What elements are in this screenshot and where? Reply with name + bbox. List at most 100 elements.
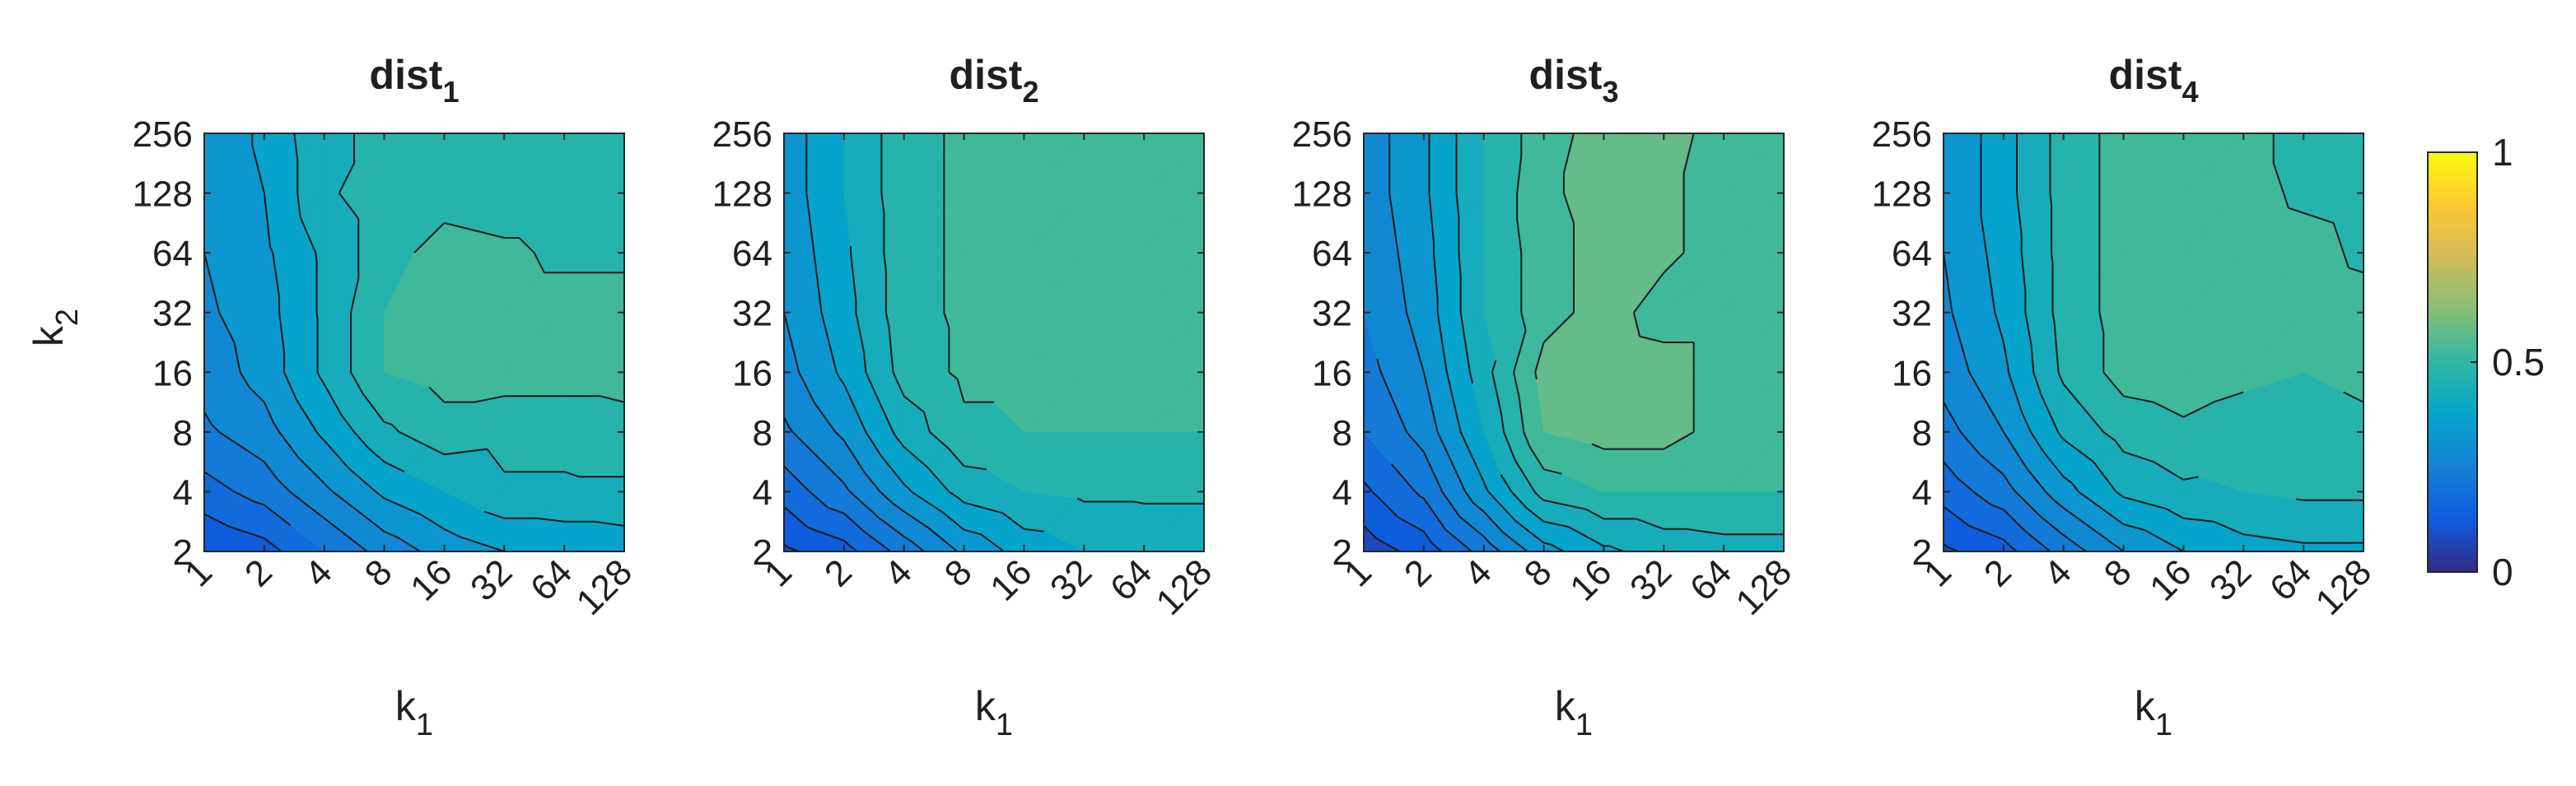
contour-line xyxy=(912,542,925,552)
contour-fill xyxy=(783,133,1205,552)
contour-line xyxy=(903,536,914,543)
contour-line xyxy=(813,402,837,433)
contour-line xyxy=(788,426,794,433)
contour-line xyxy=(892,502,905,513)
contour-line xyxy=(1523,431,1531,447)
contour-line xyxy=(315,312,319,319)
contour-line xyxy=(1443,351,1448,373)
contour-line xyxy=(964,465,987,471)
contour-line xyxy=(1379,371,1395,402)
x-tick-label: 16 xyxy=(982,551,1039,608)
y-tick-label: 16 xyxy=(732,353,772,393)
contour-line xyxy=(2166,508,2184,519)
contour-line xyxy=(1419,495,1425,500)
contour-line xyxy=(399,431,430,448)
contour-line xyxy=(1585,508,1604,520)
contour-line xyxy=(850,252,857,301)
contour-line xyxy=(323,440,349,469)
y-tick-label: 2 xyxy=(1332,533,1352,573)
contour-line xyxy=(271,543,282,552)
contour-line xyxy=(892,371,898,380)
axes-box xyxy=(1363,133,1785,552)
contour-line xyxy=(1953,421,1962,433)
contour-line xyxy=(1513,372,1520,398)
y-tick-label: 64 xyxy=(152,234,193,274)
colorbar-tick-label: 1 xyxy=(2492,131,2513,174)
contour-line xyxy=(203,412,212,426)
contour-line xyxy=(896,438,905,448)
contour-line xyxy=(1434,421,1439,433)
contour-line xyxy=(1398,516,1425,533)
contour-line xyxy=(956,379,965,402)
contour-line xyxy=(1534,342,1545,373)
contour-line xyxy=(264,504,292,527)
contour-lines xyxy=(203,133,625,552)
contour-line xyxy=(428,386,446,403)
contour-line xyxy=(1543,499,1587,510)
contour-line xyxy=(254,500,265,506)
contour-line xyxy=(273,422,280,433)
contour-line xyxy=(1458,253,1462,277)
y-tick-label: 32 xyxy=(1892,294,1932,334)
contour-line xyxy=(947,447,965,467)
contour-line xyxy=(2030,431,2045,453)
y-tick-label: 64 xyxy=(1312,234,1352,274)
contour-line xyxy=(2009,484,2017,493)
contour-line xyxy=(342,532,368,552)
contour-line xyxy=(468,228,505,239)
axes-box xyxy=(203,133,625,552)
contour-line xyxy=(847,487,851,493)
contour-line xyxy=(2062,384,2086,412)
contour-line xyxy=(1024,528,1044,533)
contour-line xyxy=(805,193,812,227)
contour-line xyxy=(2003,509,2026,532)
contour-line xyxy=(880,193,885,213)
contour-line xyxy=(380,495,385,500)
contour-line xyxy=(1001,512,1025,530)
x-tick-label: 2 xyxy=(237,551,280,594)
contour-line xyxy=(264,461,278,480)
contour-line xyxy=(1516,156,1523,193)
contour-line xyxy=(1562,193,1575,224)
contour-line xyxy=(1463,332,1471,373)
x-axis-label: k1 xyxy=(975,683,1013,742)
contour-line xyxy=(1968,524,2004,541)
contour-line xyxy=(2009,544,2018,552)
contour-line xyxy=(1550,543,1565,552)
contour-line xyxy=(319,435,325,441)
contour-line xyxy=(296,399,318,433)
contour-line xyxy=(2051,252,2054,264)
axes-box xyxy=(1943,133,2364,552)
contour-line xyxy=(855,312,866,353)
contour-band xyxy=(1083,491,1146,502)
contour-line xyxy=(245,449,265,463)
contour-line xyxy=(1414,491,1421,497)
contour-line xyxy=(218,312,236,343)
contour-line xyxy=(957,496,965,504)
contour-line xyxy=(2243,533,2259,537)
contour-line xyxy=(413,222,446,253)
y-tick-label: 4 xyxy=(1912,472,1932,513)
contour-line xyxy=(810,226,815,253)
contour-line xyxy=(1957,477,1975,493)
contour-line xyxy=(1468,372,1474,384)
contour-line xyxy=(1393,222,1399,253)
contour-line xyxy=(1962,351,1971,373)
contour-line xyxy=(1487,491,1516,521)
contour-line xyxy=(903,395,925,413)
contour-line xyxy=(1376,358,1382,373)
contour-line xyxy=(2053,321,2060,373)
contour-line xyxy=(1995,319,2004,343)
contour-line xyxy=(293,133,299,160)
axes-box xyxy=(783,133,1205,552)
contour-line xyxy=(2102,431,2116,442)
contour-band xyxy=(317,311,325,373)
contour-line xyxy=(1445,372,1455,402)
contour-line xyxy=(299,216,317,253)
contour-line xyxy=(1436,431,1454,464)
contour-line xyxy=(892,431,898,440)
contour-line xyxy=(1639,335,1664,343)
x-tick-label: 8 xyxy=(1517,551,1560,594)
y-tick-label: 256 xyxy=(133,114,193,155)
contour-line xyxy=(338,192,360,220)
